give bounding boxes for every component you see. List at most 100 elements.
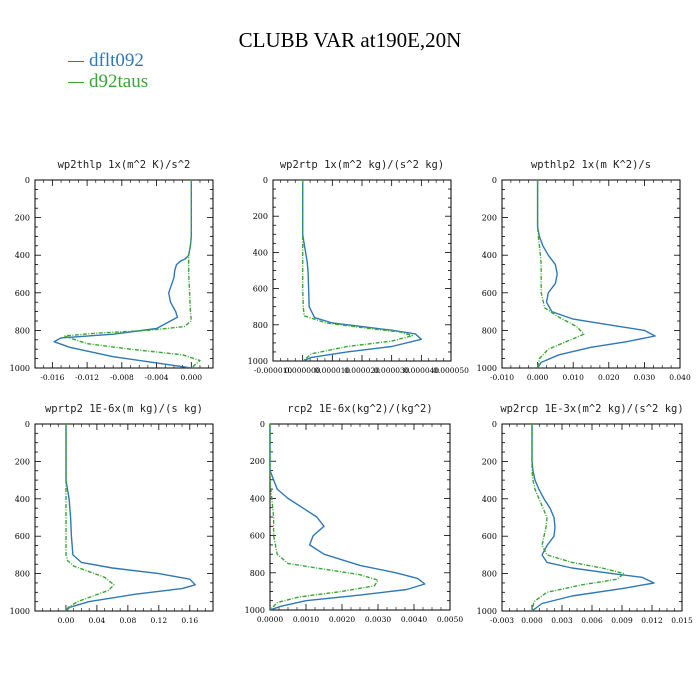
panel-frame [34,423,214,612]
y-tick-label: 800 [15,326,30,335]
legend-swatch-d92taus [68,82,84,83]
panel-2: wp2rtp 1x(m^2 kg)/(s^2 kg) 0 200 400 600 800 1… [248,159,469,375]
y-tick-label: 1000 [477,607,497,616]
panel-frame [501,179,681,369]
y-tick-label: 400 [482,251,497,260]
y-tick-label: 400 [250,494,265,503]
y-tick-label: 0 [25,176,30,185]
y-tick-label: 400 [15,251,30,260]
x-tick-label: -0.008 [110,373,134,382]
x-tick-label: -0.016 [40,373,64,382]
x-tick-label: 0.010 [562,373,584,382]
y-tick-label: 200 [482,457,497,466]
y-tick-label: 200 [482,214,497,223]
series-line-d92taus [536,180,585,368]
y-tick-label: 200 [15,457,30,466]
y-tick-label: 600 [15,289,30,298]
series-line-d92taus [63,180,201,368]
legend-item-d92taus: d92taus [68,71,148,92]
y-tick-label: 1000 [245,606,265,615]
panel-6: wp2rcp 1E-3x(m^2 kg)/(s^2 kg)0 200 400 600 8… [477,403,693,625]
panel-frame [34,179,214,369]
legend: dflt092 d92taus [68,50,148,92]
x-tick-label: 0.0010 [293,615,319,624]
y-tick-label: 800 [253,321,268,330]
y-tick-label: 0 [492,420,497,429]
series-line-d92taus [302,180,414,361]
panel-4: wprtp2 1E-6x(m kg)/(s kg) 0 200 400 600 800 10… [10,403,214,625]
y-tick-label: 400 [15,495,30,504]
x-tick-label: 0.003 [551,616,573,625]
series-line-d92taus [270,424,379,610]
x-tick-label: 0.040 [669,373,691,382]
x-tick-label: 0.000 [181,373,203,382]
y-tick-label: 600 [482,289,497,298]
y-tick-label: 200 [250,457,265,466]
x-tick-label: 0.04 [89,616,106,625]
x-tick-label: 0.0040 [401,615,427,624]
series-line-dflt092 [531,424,655,611]
y-tick-label: 1000 [477,364,497,373]
panel-title: rcp2 1E-6x(kg^2)/(kg^2) [287,403,432,415]
x-tick-label: 0.0020 [329,615,355,624]
x-tick-label: -0.010 [490,373,514,382]
x-tick-label: -0.012 [75,373,99,382]
x-tick-label: 0.030 [634,373,656,382]
x-tick-label: 0.00 [58,616,75,625]
x-tick-label: 0.08 [120,616,137,625]
x-tick-label: 0.0000 [257,615,283,624]
y-tick-label: 600 [250,532,265,541]
x-tick-label: 0.000050 [433,366,469,375]
series-line-dflt092 [302,180,422,361]
panel-title: wp2rtp 1x(m^2 kg)/(s^2 kg) [280,159,444,171]
legend-label: dflt092 [89,50,144,71]
y-tick-label: 0 [25,420,30,429]
panel-3: wpthlp2 1x(m K^2)/s 0 200 400 600 800 1000-0.0… [477,159,691,382]
y-tick-label: 600 [482,532,497,541]
y-tick-label: 1000 [10,607,30,616]
x-tick-label: 0.000010 [314,366,350,375]
y-tick-label: 800 [15,570,30,579]
x-tick-label: 0.000 [521,616,543,625]
x-tick-label: 0.0030 [365,615,391,624]
x-tick-label: 0.12 [150,616,167,625]
chart-title: CLUBB VAR at190E,20N [238,28,462,52]
x-tick-label: -0.004 [145,373,169,382]
series-line-d92taus [65,424,115,611]
panel-5: rcp2 1E-6x(kg^2)/(kg^2) 0 200 400 600 800 1000… [245,403,464,624]
y-tick-label: 0 [492,176,497,185]
panel-title: wp2rcp 1E-3x(m^2 kg)/(s^2 kg) [500,403,683,415]
panel-title: wpthlp2 1x(m K^2)/s [531,159,651,171]
legend-swatch-dflt092 [68,61,84,62]
x-tick-label: 0.015 [671,616,693,625]
series-line-dflt092 [65,424,196,611]
x-tick-label: 0.000000 [285,366,321,375]
x-tick-label: 0.000 [527,373,549,382]
x-tick-label: 0.000030 [374,366,410,375]
x-tick-label: 0.16 [181,616,198,625]
x-tick-label: 0.006 [581,616,603,625]
y-tick-label: 1000 [10,364,30,373]
y-tick-label: 0 [260,420,265,429]
y-tick-label: 800 [482,570,497,579]
legend-item-dflt092: dflt092 [68,50,148,71]
y-tick-label: 1000 [248,357,268,366]
x-tick-label: -0.003 [490,616,514,625]
x-tick-label: 0.000040 [403,366,439,375]
x-tick-label: -0.000010 [254,366,293,375]
series-line-d92taus [531,424,625,611]
y-tick-label: 400 [482,495,497,504]
panel-frame [272,179,452,362]
y-tick-label: 800 [250,569,265,578]
y-tick-label: 400 [253,248,268,257]
x-tick-label: 0.020 [598,373,620,382]
panel-title: wp2thlp 1x(m^2 K)/s^2 [58,159,191,171]
x-tick-label: 0.012 [641,616,663,625]
series-line-dflt092 [536,180,656,368]
legend-label: d92taus [89,71,149,92]
x-tick-label: 0.0050 [437,615,463,624]
y-tick-label: 600 [15,532,30,541]
x-tick-label: 0.009 [611,616,633,625]
y-tick-label: 200 [253,212,268,221]
